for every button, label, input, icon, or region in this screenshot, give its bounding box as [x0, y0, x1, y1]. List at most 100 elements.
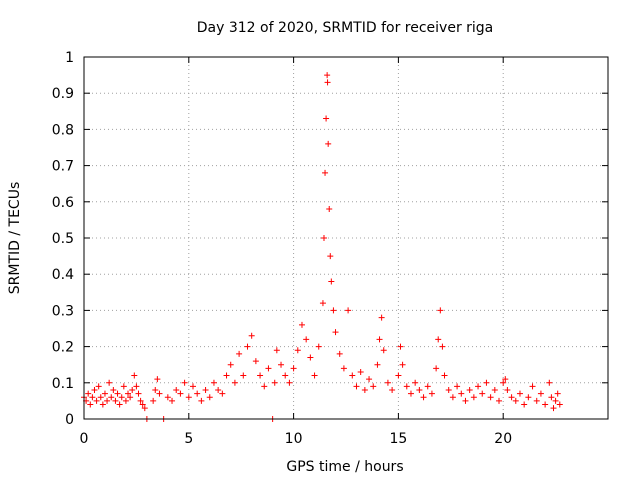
data-point	[137, 397, 144, 404]
data-point	[219, 390, 226, 397]
data-point	[133, 383, 140, 390]
data-point	[345, 307, 352, 314]
data-point	[353, 383, 360, 390]
data-point	[106, 379, 113, 386]
data-point	[416, 387, 423, 394]
data-point	[366, 376, 373, 383]
data-point	[449, 394, 456, 401]
data-point	[131, 372, 138, 379]
data-point	[122, 397, 129, 404]
data-point	[435, 336, 442, 343]
data-point	[294, 347, 301, 354]
y-tick-label: 0.9	[52, 86, 74, 102]
data-point	[428, 390, 435, 397]
data-point	[91, 387, 98, 394]
data-point	[376, 336, 383, 343]
data-point	[210, 379, 217, 386]
data-point	[244, 343, 251, 350]
data-point	[496, 397, 503, 404]
y-tick-label: 1	[65, 50, 74, 66]
data-point	[152, 387, 159, 394]
x-axis-label: GPS time / hours	[286, 459, 403, 475]
y-tick-label: 0.6	[52, 195, 74, 211]
data-point	[173, 387, 180, 394]
data-point	[542, 401, 549, 408]
data-point	[150, 397, 157, 404]
y-tick-label: 0.1	[52, 376, 74, 392]
x-tick-label: 0	[80, 431, 89, 447]
data-point	[311, 372, 318, 379]
data-point	[169, 397, 176, 404]
data-point	[512, 397, 519, 404]
data-point	[236, 350, 243, 357]
x-tick-label: 20	[494, 431, 512, 447]
data-point	[324, 79, 331, 86]
data-point	[265, 365, 272, 372]
data-point	[470, 394, 477, 401]
data-point	[139, 401, 146, 408]
data-point	[508, 394, 515, 401]
data-point	[290, 365, 297, 372]
data-point	[326, 206, 333, 213]
data-point	[525, 394, 532, 401]
data-point	[445, 387, 452, 394]
data-point	[252, 358, 259, 365]
data-point	[278, 361, 285, 368]
data-point	[550, 405, 557, 412]
data-point	[397, 343, 404, 350]
data-point	[487, 394, 494, 401]
data-point	[99, 401, 106, 408]
data-point	[324, 72, 331, 79]
data-point	[454, 383, 461, 390]
data-point	[116, 401, 123, 408]
data-point	[198, 397, 205, 404]
data-point	[261, 383, 268, 390]
data-point	[114, 390, 121, 397]
data-point	[95, 383, 102, 390]
data-point	[516, 390, 523, 397]
y-tick-label: 0.4	[52, 267, 74, 283]
data-point	[491, 387, 498, 394]
data-point	[248, 332, 255, 339]
data-point	[87, 401, 94, 408]
data-point	[424, 383, 431, 390]
data-point	[529, 383, 536, 390]
data-point	[340, 365, 347, 372]
data-point	[552, 397, 559, 404]
data-point	[118, 394, 125, 401]
data-point	[194, 390, 201, 397]
data-point	[370, 383, 377, 390]
data-point	[533, 397, 540, 404]
data-point	[357, 368, 364, 375]
data-points	[81, 72, 563, 422]
data-point	[93, 397, 100, 404]
data-point	[462, 397, 469, 404]
grid-lines	[84, 57, 608, 419]
data-point	[336, 350, 343, 357]
data-point	[85, 390, 92, 397]
data-point	[556, 401, 563, 408]
data-point	[286, 379, 293, 386]
data-point	[546, 379, 553, 386]
data-point	[378, 314, 385, 321]
chart-title: Day 312 of 2020, SRMTID for receiver rig…	[197, 20, 494, 36]
data-point	[240, 372, 247, 379]
data-point	[319, 300, 326, 307]
data-point	[323, 115, 330, 122]
y-tick-label: 0.2	[52, 340, 74, 356]
data-point	[537, 390, 544, 397]
y-tick-label: 0.3	[52, 303, 74, 319]
data-point	[108, 394, 115, 401]
data-point	[349, 372, 356, 379]
data-point	[110, 387, 117, 394]
data-point	[189, 383, 196, 390]
data-point	[479, 390, 486, 397]
data-point	[361, 387, 368, 394]
data-point	[330, 307, 337, 314]
data-point	[273, 347, 280, 354]
data-point	[328, 278, 335, 285]
data-point	[439, 343, 446, 350]
data-point	[320, 235, 327, 241]
data-point	[164, 394, 171, 401]
